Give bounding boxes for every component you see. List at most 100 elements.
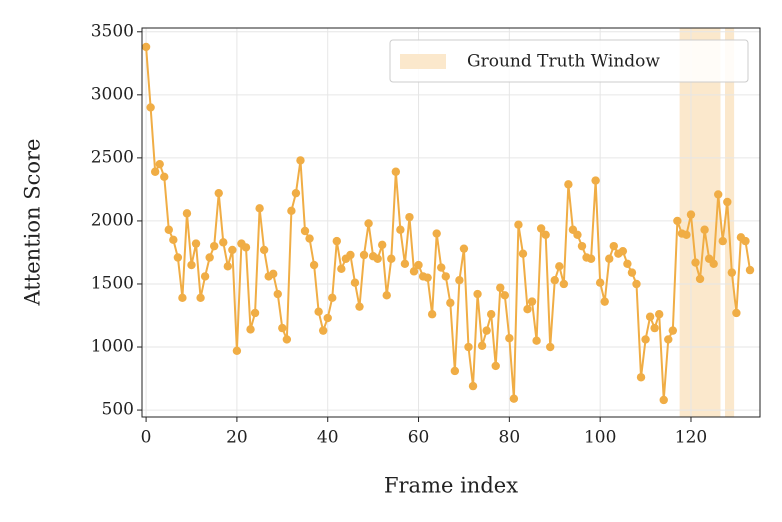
data-point — [259, 245, 269, 255]
data-point — [196, 293, 205, 303]
data-point — [246, 325, 255, 334]
data-point — [464, 342, 473, 352]
data-point — [659, 395, 668, 405]
data-point — [668, 326, 678, 335]
data-point — [645, 312, 655, 321]
y-axis-label: Attention Score — [21, 139, 45, 307]
data-point — [387, 254, 396, 263]
x-tick-label: 40 — [317, 428, 339, 448]
legend-label: Ground Truth Window — [467, 52, 660, 72]
x-tick-label: 20 — [226, 428, 248, 448]
data-point — [160, 172, 169, 181]
y-tick-label: 2500 — [91, 147, 134, 167]
data-point — [618, 246, 628, 256]
data-point — [586, 254, 596, 263]
data-point — [232, 346, 242, 356]
data-point — [627, 268, 637, 277]
data-point — [173, 253, 183, 262]
data-point — [605, 254, 614, 263]
data-point — [214, 188, 223, 198]
data-point — [496, 283, 505, 292]
data-point — [600, 297, 609, 306]
data-point — [364, 219, 373, 228]
data-point — [169, 235, 178, 245]
data-point — [541, 230, 550, 239]
data-point — [400, 259, 410, 268]
data-point — [396, 225, 405, 234]
data-point — [709, 259, 718, 268]
data-point — [427, 310, 437, 319]
x-tick-label: 100 — [584, 428, 616, 448]
data-point — [441, 272, 450, 281]
data-point — [673, 216, 682, 226]
data-point — [405, 212, 414, 222]
data-point — [373, 254, 382, 263]
data-point — [623, 259, 632, 268]
data-point — [559, 279, 569, 289]
data-point — [432, 229, 441, 238]
data-point — [468, 381, 478, 391]
data-point — [609, 241, 618, 251]
data-point — [745, 265, 755, 275]
data-point — [273, 289, 282, 299]
data-point — [641, 335, 650, 344]
data-point — [741, 236, 750, 246]
data-point — [187, 260, 196, 270]
y-tick-label: 500 — [102, 400, 134, 420]
data-point — [518, 249, 528, 258]
data-point — [532, 336, 541, 345]
legend-box — [389, 39, 749, 83]
y-tick-label: 3000 — [91, 84, 134, 104]
data-point — [455, 275, 464, 285]
data-point — [450, 366, 460, 376]
data-point — [382, 291, 391, 300]
data-point — [209, 241, 219, 251]
data-point — [219, 238, 228, 247]
data-point — [423, 273, 432, 282]
data-point — [695, 274, 705, 284]
data-point — [527, 297, 537, 306]
shaded-region — [679, 28, 721, 417]
data-point — [509, 394, 519, 403]
data-point — [278, 323, 287, 333]
data-point — [191, 239, 201, 248]
data-point — [732, 308, 741, 318]
data-point — [437, 263, 446, 272]
plot-frame — [141, 27, 761, 418]
data-point — [287, 206, 296, 216]
data-point — [546, 342, 555, 352]
data-point — [391, 167, 401, 176]
data-point — [650, 323, 659, 333]
data-point — [700, 225, 709, 234]
x-tick-label: 0 — [141, 428, 152, 448]
y-tick-label: 2000 — [91, 210, 134, 230]
data-point — [250, 308, 260, 318]
data-point — [146, 103, 155, 112]
data-point — [182, 209, 192, 218]
data-point — [155, 159, 164, 169]
data-point — [564, 180, 573, 189]
data-point — [550, 275, 559, 285]
data-point — [346, 250, 355, 260]
legend-swatch — [400, 54, 446, 69]
data-point — [178, 293, 187, 303]
data-point — [718, 236, 727, 246]
data-point — [727, 268, 737, 277]
data-point — [378, 240, 387, 250]
data-point — [300, 226, 310, 236]
data-point — [150, 167, 160, 176]
data-point — [486, 310, 496, 319]
x-tick-label: 120 — [675, 428, 707, 448]
data-point — [328, 293, 337, 303]
data-point — [500, 291, 510, 300]
y-tick-label: 1000 — [91, 337, 134, 357]
data-point — [332, 236, 341, 246]
data-point — [337, 264, 346, 274]
data-point — [591, 176, 600, 185]
data-point — [686, 210, 696, 219]
data-point — [241, 243, 251, 252]
data-point — [682, 230, 691, 239]
data-point — [255, 204, 264, 213]
data-point — [632, 279, 641, 289]
